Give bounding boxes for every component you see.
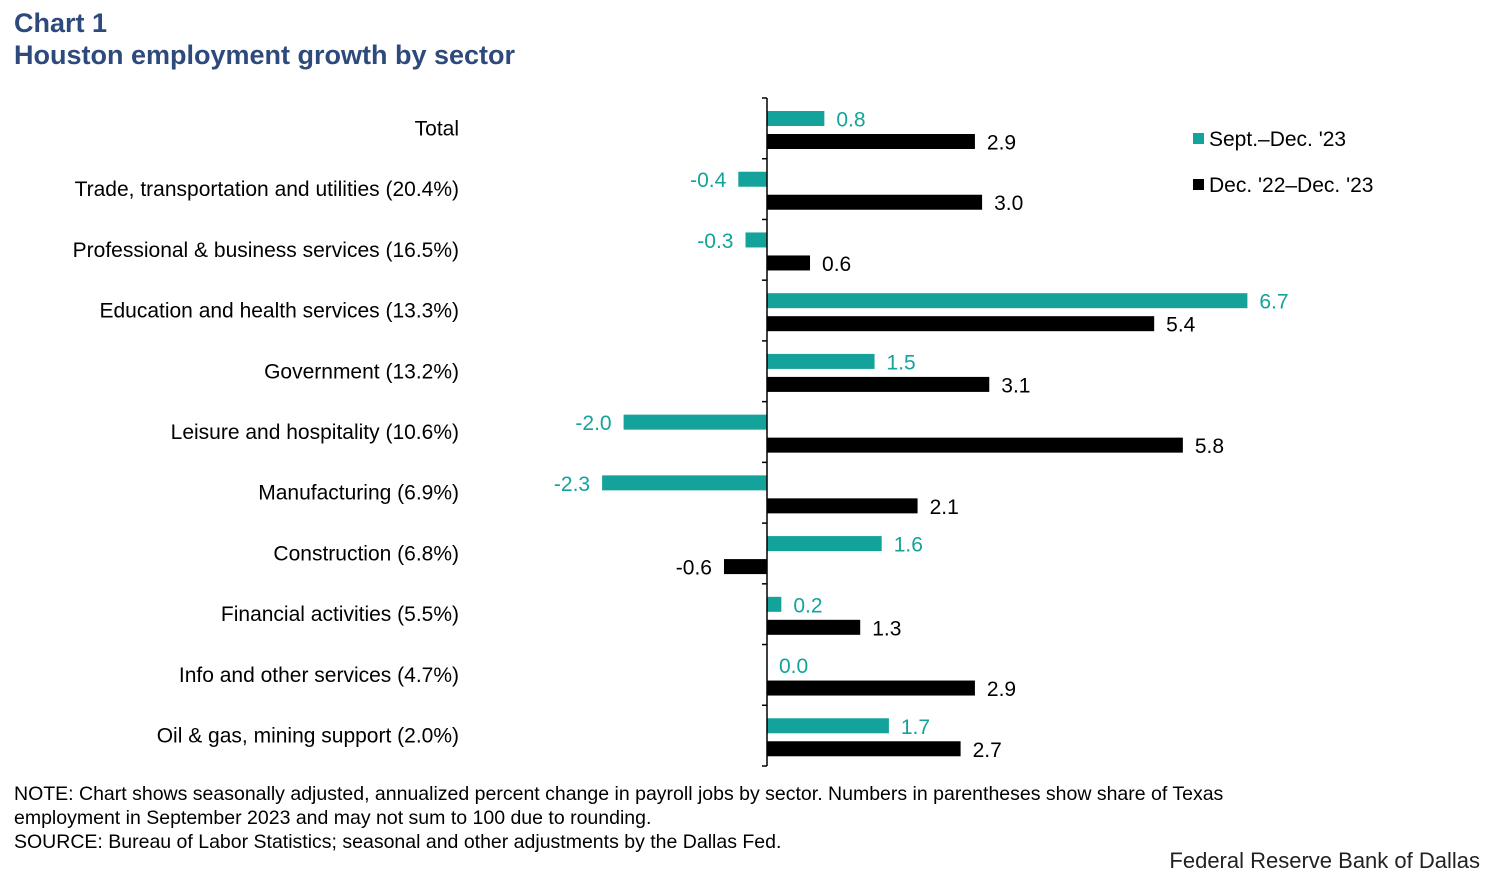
data-label-sept-dec-23: -2.3 — [554, 473, 590, 496]
data-label-dec22-dec23: 2.1 — [930, 496, 959, 519]
bar-dec22-dec23 — [767, 376, 990, 392]
data-label-sept-dec-23: 6.7 — [1259, 291, 1288, 314]
bar-sept-dec-23 — [767, 718, 889, 734]
category-label: Trade, transportation and utilities (20.… — [75, 178, 459, 201]
data-label-dec22-dec23: 3.0 — [994, 192, 1023, 215]
data-label-dec22-dec23: 5.4 — [1166, 314, 1196, 337]
data-label-sept-dec-23: -0.3 — [697, 230, 733, 253]
category-label: Oil & gas, mining support (2.0%) — [157, 725, 459, 748]
bar-sept-dec-23 — [767, 353, 875, 369]
category-label: Professional & business services (16.5%) — [73, 239, 459, 262]
category-label: Leisure and hospitality (10.6%) — [171, 421, 459, 444]
bar-sept-dec-23 — [767, 293, 1248, 309]
data-label-dec22-dec23: 0.6 — [822, 253, 851, 276]
bar-sept-dec-23 — [767, 596, 782, 612]
note-line-2: employment in September 2023 and may not… — [14, 807, 652, 829]
category-label: Info and other services (4.7%) — [179, 664, 459, 687]
chart-number: Chart 1 — [14, 8, 108, 38]
category-label: Construction (6.8%) — [273, 542, 459, 565]
data-label-dec22-dec23: 2.9 — [987, 132, 1016, 155]
data-label-sept-dec-23: 0.2 — [793, 594, 822, 617]
data-label-sept-dec-23: 0.8 — [836, 109, 865, 132]
bar-dec22-dec23 — [767, 316, 1155, 332]
bar-dec22-dec23 — [767, 498, 918, 514]
bar-sept-dec-23 — [602, 475, 767, 491]
source-line: SOURCE: Bureau of Labor Statistics; seas… — [14, 831, 782, 853]
data-label-sept-dec-23: 1.7 — [901, 716, 930, 739]
data-label-dec22-dec23: 2.9 — [987, 678, 1016, 701]
note-line-1: NOTE: Chart shows seasonally adjusted, a… — [14, 783, 1224, 805]
chart-notes: NOTE: Chart shows seasonally adjusted, a… — [14, 782, 1414, 854]
data-label-dec22-dec23: 2.7 — [973, 739, 1002, 762]
legend-label-sept-dec-23: Sept.–Dec. '23 — [1209, 128, 1346, 151]
bar-sept-dec-23 — [738, 171, 767, 187]
data-label-sept-dec-23: 0.0 — [779, 655, 808, 678]
bar-dec22-dec23 — [767, 134, 975, 149]
bar-sept-dec-23 — [745, 232, 767, 248]
data-label-dec22-dec23: 3.1 — [1001, 374, 1030, 397]
legend-label-dec22-dec23: Dec. '22–Dec. '23 — [1209, 174, 1373, 197]
category-label: Government (13.2%) — [264, 360, 459, 383]
data-label-dec22-dec23: -0.6 — [676, 557, 712, 580]
legend-swatch-dec22-dec23 — [1193, 179, 1204, 190]
data-label-sept-dec-23: -2.0 — [575, 412, 611, 435]
credit-line: Federal Reserve Bank of Dallas — [1169, 848, 1480, 873]
data-label-dec22-dec23: 5.8 — [1195, 435, 1224, 458]
bar-sept-dec-23 — [767, 111, 825, 126]
data-label-sept-dec-23: -0.4 — [690, 169, 727, 192]
bar-dec22-dec23 — [767, 741, 961, 757]
bar-sept-dec-23 — [623, 414, 767, 430]
bar-dec22-dec23 — [767, 437, 1183, 453]
bar-dec22-dec23 — [767, 255, 811, 271]
category-label: Financial activities (5.5%) — [221, 603, 459, 626]
bar-chart: Total 0.8 2.9 Trade, transportation and uti… — [73, 97, 1373, 767]
data-label-sept-dec-23: 1.6 — [894, 534, 923, 557]
bar-dec22-dec23 — [767, 680, 975, 696]
legend-swatch-sept-dec-23 — [1193, 133, 1204, 144]
data-label-sept-dec-23: 1.5 — [887, 351, 916, 374]
category-label: Manufacturing (6.9%) — [258, 482, 459, 505]
data-label-dec22-dec23: 1.3 — [872, 617, 901, 640]
category-label: Education and health services (13.3%) — [99, 300, 459, 323]
bar-sept-dec-23 — [767, 536, 882, 552]
category-label: Total — [415, 117, 459, 140]
bar-dec22-dec23 — [767, 619, 861, 635]
bar-dec22-dec23 — [767, 194, 983, 210]
bar-dec22-dec23 — [723, 559, 767, 575]
chart-title: Houston employment growth by sector — [14, 40, 516, 70]
